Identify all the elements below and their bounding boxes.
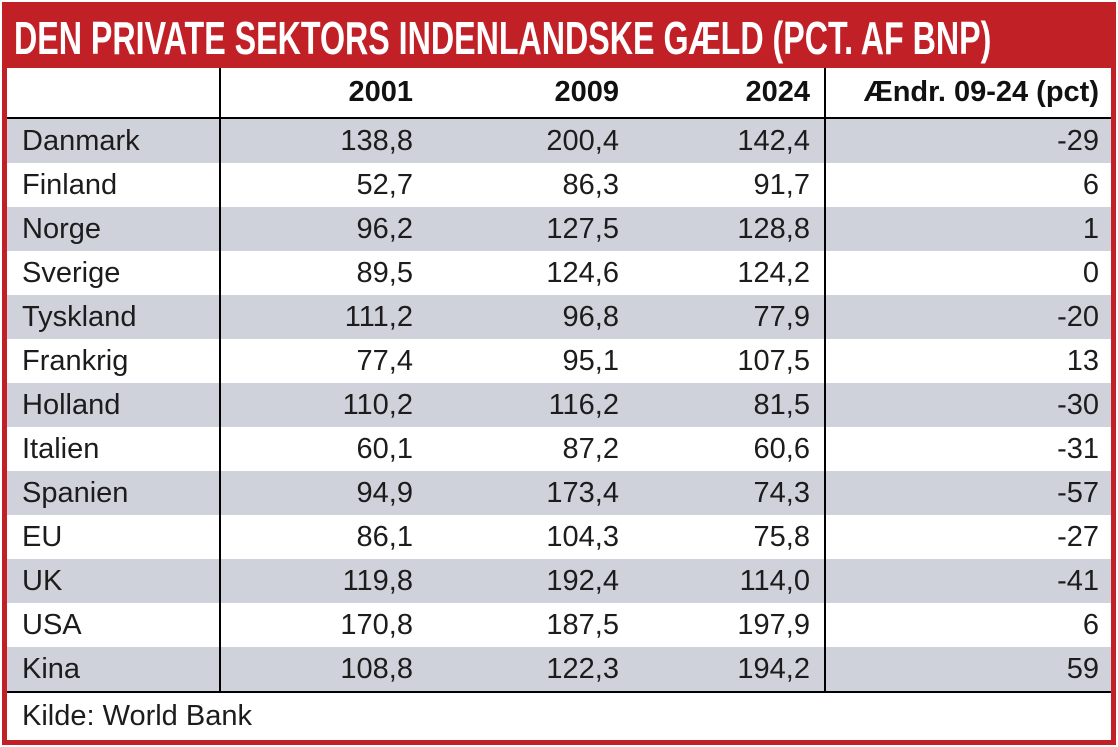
row-value-2024: 194,2 [633,647,826,691]
header-change: Ændr. 09-24 (pct) [863,76,1099,108]
row-value-change: 6 [1082,168,1099,201]
row-country: EU [7,515,221,559]
source-note: Kilde: World Bank [7,691,1111,740]
row-country: Italien [7,427,221,471]
table-row: USA 170,8 187,5 197,9 6 [7,603,1111,647]
row-country: Holland [7,383,221,427]
row-value-change: 1 [1082,212,1099,245]
page-title: DEN PRIVATE SEKTORS INDENLANDSKE GÆLD (P… [14,11,992,64]
row-value-2001: 77,4 [356,344,413,377]
table-row: Kina 108,8 122,3 194,2 59 [7,647,1111,691]
row-value-2024: 114,0 [633,559,826,603]
row-value-2001: 108,8 [340,652,413,685]
row-value-change: -29 [1057,124,1099,157]
row-value-2024: 75,8 [633,515,826,559]
table-row: Finland 52,7 86,3 91,7 6 [7,163,1111,207]
row-value-change: 59 [1066,652,1099,685]
row-country: Sverige [7,251,221,295]
row-value-2009: 95,1 [562,344,619,377]
row-value-2009: 127,5 [546,212,619,245]
table-row: Italien 60,1 87,2 60,6 -31 [7,427,1111,471]
title-bar: DEN PRIVATE SEKTORS INDENLANDSKE GÆLD (P… [7,7,1111,68]
row-country: Tyskland [7,295,221,339]
row-value-2024: 124,2 [633,251,826,295]
row-value-2001: 119,8 [342,564,413,597]
row-value-2024: 107,5 [633,339,826,383]
row-value-2024: 60,6 [633,427,826,471]
row-value-2009: 86,3 [562,168,619,201]
row-value-2024: 74,3 [633,471,826,515]
row-value-2009: 124,6 [546,256,619,289]
row-value-change: 6 [1082,608,1099,641]
row-value-2024: 142,4 [633,119,826,163]
row-value-change: -30 [1057,388,1099,421]
row-value-2001: 94,9 [356,476,413,509]
row-value-2001: 86,1 [356,520,413,553]
row-value-change: 13 [1066,344,1099,377]
row-value-change: -57 [1057,476,1099,509]
row-value-2001: 89,5 [356,256,413,289]
header-2009: 2009 [554,76,619,108]
table-row: EU 86,1 104,3 75,8 -27 [7,515,1111,559]
row-value-2024: 81,5 [633,383,826,427]
row-value-2009: 173,4 [546,476,619,509]
table-row: Sverige 89,5 124,6 124,2 0 [7,251,1111,295]
row-value-2009: 116,2 [548,388,619,421]
table-body: Danmark 138,8 200,4 142,4 -29 Finland 52,7 86,3… [7,119,1111,691]
table-row: Holland 110,2 116,2 81,5 -30 [7,383,1111,427]
row-country: Danmark [7,119,221,163]
row-value-2001: 110,2 [342,388,413,421]
row-value-2009: 104,3 [546,520,619,553]
row-value-2001: 138,8 [340,124,413,157]
row-country: Frankrig [7,339,221,383]
row-value-2001: 170,8 [340,608,413,641]
table-row: Norge 96,2 127,5 128,8 1 [7,207,1111,251]
row-country: Kina [7,647,221,691]
table-row: Frankrig 77,4 95,1 107,5 13 [7,339,1111,383]
header-country [7,68,221,117]
table-row: UK 119,8 192,4 114,0 -41 [7,559,1111,603]
row-value-2009: 87,2 [562,432,619,465]
row-value-2001: 60,1 [356,432,413,465]
table-row: Danmark 138,8 200,4 142,4 -29 [7,119,1111,163]
table-row: Tyskland 111,2 96,8 77,9 -20 [7,295,1111,339]
row-country: Finland [7,163,221,207]
row-value-2009: 200,4 [546,124,619,157]
row-value-2009: 187,5 [546,608,619,641]
row-value-change: -41 [1057,564,1099,597]
row-value-change: -27 [1057,520,1099,553]
row-value-2024: 91,7 [633,163,826,207]
row-value-change: -31 [1057,432,1099,465]
row-country: USA [7,603,221,647]
row-value-2009: 122,3 [546,652,619,685]
row-value-2024: 128,8 [633,207,826,251]
row-value-2024: 197,9 [633,603,826,647]
header-2024: 2024 [633,68,826,117]
table-header-row: 2001 2009 2024 Ændr. 09-24 (pct) [7,68,1111,119]
row-value-change: 0 [1082,256,1099,289]
table-row: Spanien 94,9 173,4 74,3 -57 [7,471,1111,515]
row-value-2009: 192,4 [546,564,619,597]
row-value-2001: 52,7 [356,168,413,201]
row-value-change: -20 [1057,300,1099,333]
row-value-2009: 96,8 [562,300,619,333]
header-2001: 2001 [348,76,413,108]
row-country: Norge [7,207,221,251]
row-value-2001: 111,2 [344,300,413,333]
row-country: Spanien [7,471,221,515]
row-value-2024: 77,9 [633,295,826,339]
row-country: UK [7,559,221,603]
row-value-2001: 96,2 [356,212,413,245]
